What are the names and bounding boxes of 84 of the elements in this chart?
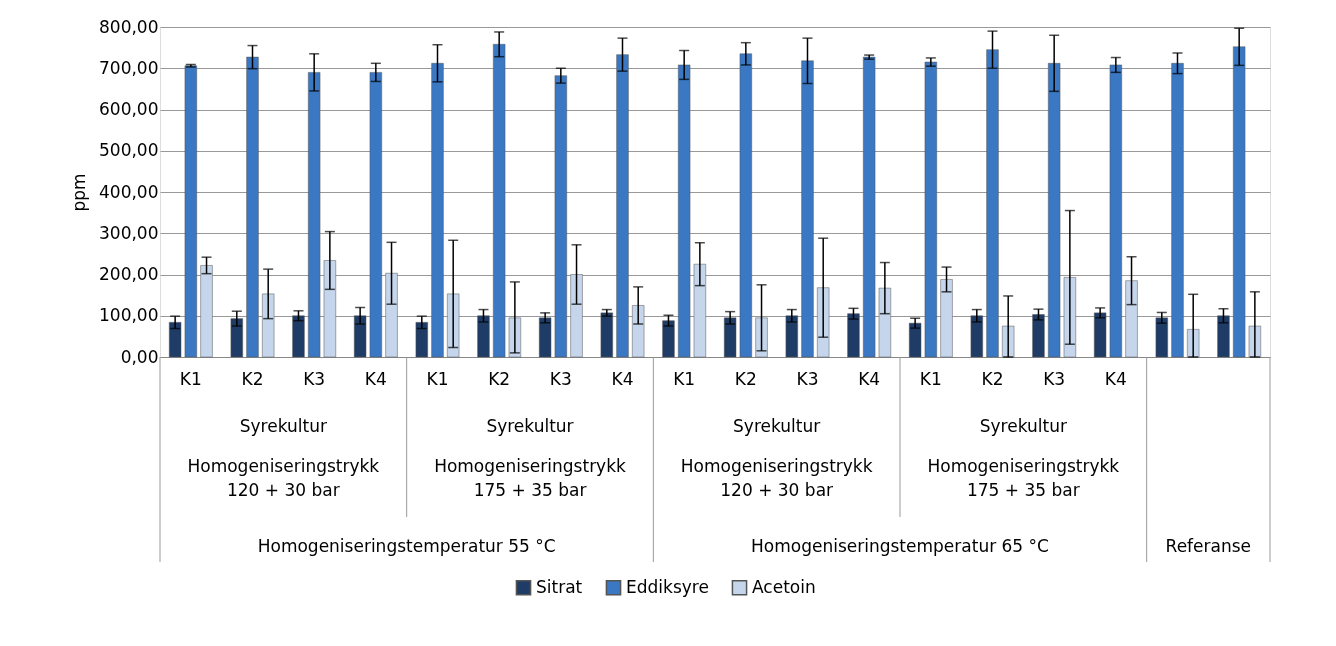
- x-tick-label: K3: [796, 368, 819, 389]
- bar: [940, 279, 953, 358]
- bar: [739, 53, 752, 358]
- x-tick-label: K1: [673, 368, 696, 389]
- legend-label: Eddiksyre: [626, 576, 709, 597]
- bar: [678, 64, 691, 358]
- y-tick-label: 100,00: [99, 305, 159, 326]
- y-tick-label: 500,00: [99, 140, 159, 161]
- x-tick-label: K4: [611, 368, 634, 389]
- bar: [570, 274, 583, 358]
- y-tick-label: 300,00: [99, 222, 159, 243]
- text: Syrekultur: [979, 416, 1067, 436]
- y-tick-label: 400,00: [99, 181, 159, 202]
- bar: [415, 322, 428, 358]
- bar: [785, 315, 798, 358]
- legend-label: Acetoin: [752, 576, 816, 597]
- text: Syrekultur: [733, 416, 821, 436]
- x-tick-label: K2: [488, 368, 511, 389]
- text: Homogeniseringstemperatur 55 °C: [257, 536, 556, 556]
- bar: [554, 75, 567, 358]
- text: Homogeniseringstemperatur 65 °C: [751, 536, 1049, 556]
- x-tick-label: K1: [179, 368, 202, 389]
- text: Homogeniseringstrykk 175 + 35 bar: [927, 456, 1120, 500]
- bar: [493, 44, 506, 358]
- bar: [385, 273, 398, 358]
- bar: [1032, 314, 1045, 358]
- bar: [477, 315, 490, 358]
- bar: [1233, 46, 1246, 358]
- y-tick-label: 800,00: [99, 16, 159, 37]
- bar: [1048, 63, 1061, 358]
- bar: [986, 49, 999, 358]
- x-tick-label: K4: [364, 368, 387, 389]
- bar: [632, 305, 645, 358]
- y-axis-title: ppm: [69, 173, 90, 212]
- legend-label: Sitrat: [536, 576, 583, 597]
- bar: [616, 54, 629, 358]
- y-tick-label: 200,00: [99, 264, 159, 284]
- text: Referanse: [1165, 536, 1252, 556]
- bar: [323, 260, 336, 358]
- x-tick-label: K4: [1104, 368, 1127, 389]
- x-tick-label: K3: [1043, 368, 1066, 389]
- bar: [184, 65, 197, 358]
- bar: [308, 72, 321, 358]
- bar: [262, 293, 275, 358]
- bar: [863, 56, 876, 358]
- bar: [847, 313, 860, 358]
- bar: [662, 320, 675, 358]
- text: Syrekultur: [239, 416, 327, 436]
- bar: [1155, 317, 1168, 358]
- x-tick-label: K2: [981, 368, 1004, 389]
- x-tick-label: K2: [241, 368, 264, 389]
- bar: [1109, 64, 1122, 358]
- bar: [909, 322, 922, 358]
- bar: [246, 56, 259, 358]
- bar: [539, 317, 552, 358]
- bar: [801, 60, 814, 358]
- bar: [200, 265, 213, 358]
- bar: [970, 315, 983, 358]
- y-tick-label: 700,00: [99, 57, 159, 78]
- text: Syrekultur: [486, 416, 574, 436]
- bar: [1125, 280, 1138, 358]
- bar: [693, 263, 706, 358]
- bar: [431, 63, 444, 358]
- bar: [878, 287, 891, 358]
- x-tick-label: K4: [858, 368, 881, 389]
- y-tick-label: 600,00: [99, 99, 159, 119]
- bar: [230, 318, 243, 358]
- bar: [1171, 63, 1184, 358]
- bar: [292, 315, 305, 358]
- bar: [354, 315, 367, 358]
- bar: [724, 317, 737, 358]
- y-tick-label: 0,00: [120, 346, 159, 367]
- text: Homogeniseringstrykk 120 + 30 bar: [680, 456, 873, 500]
- x-tick-label: K3: [549, 368, 572, 389]
- x-tick-label: K1: [426, 368, 449, 389]
- bar: [1094, 312, 1107, 358]
- x-tick-label: K1: [919, 368, 942, 389]
- bar: [369, 72, 382, 358]
- x-tick-label: K2: [734, 368, 757, 389]
- text: Homogeniseringstrykk 120 + 30 bar: [187, 456, 380, 500]
- text: Homogeniseringstrykk 175 + 35 bar: [434, 456, 627, 500]
- bar: [169, 322, 182, 358]
- x-tick-label: K3: [303, 368, 326, 389]
- bar: [1217, 315, 1230, 358]
